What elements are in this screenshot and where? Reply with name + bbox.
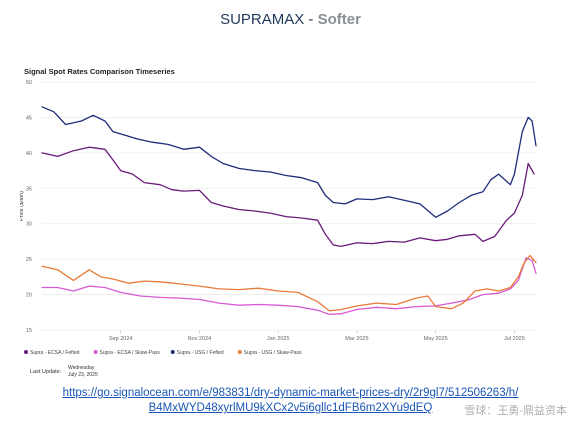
line-chart: Signal Spot Rates Comparison Timeseries 1…: [20, 67, 538, 378]
source-link[interactable]: https://go.signalocean.com/e/983831/dry-…: [20, 386, 561, 416]
watermark: 雪球：王勇-鼎益资本: [464, 405, 567, 417]
last-update-label: Last Update:: [30, 369, 62, 375]
x-tick-label: Sep 2024: [109, 336, 133, 342]
x-tick-label: May 2025: [424, 336, 448, 342]
x-tick-label: Jan 2025: [267, 336, 290, 342]
legend-label-2: Supra - ECSA / Skaw-Pass: [100, 350, 161, 356]
chart-title: Signal Spot Rates Comparison Timeseries: [24, 67, 175, 76]
y-tick-label: 30: [26, 222, 32, 228]
page-title: SUPRAMAX - Softer: [0, 11, 581, 28]
legend-label-3: Supra - USG / Fefted: [177, 350, 224, 356]
legend-marker-1: [24, 350, 28, 354]
series-line-3: [41, 106, 537, 218]
y-tick-label: 40: [26, 151, 32, 157]
legend-marker-2: [93, 350, 98, 354]
legend-marker-4: [237, 350, 242, 354]
series-line-4: [41, 254, 537, 312]
y-tick-label: 35: [26, 186, 32, 192]
x-tick-label: Mar 2025: [345, 336, 368, 342]
title-subtitle: Softer: [317, 11, 361, 28]
last-update-date: July 23, 2025: [68, 372, 98, 378]
y-tick-label: 15: [26, 328, 32, 334]
last-update-day: Wednesday: [68, 365, 95, 371]
y-axis-label: Price ($/ton): [20, 191, 25, 221]
legend-label-4: Supra - USG / Skaw-Pass: [244, 350, 302, 356]
x-tick-label: Jul 2025: [504, 336, 525, 342]
series-line-1: [41, 146, 535, 248]
title-separator: -: [308, 11, 314, 28]
legend-marker-3: [170, 350, 175, 354]
source-link-line1[interactable]: https://go.signalocean.com/e/983831/dry-…: [62, 387, 519, 399]
y-tick-label: 25: [26, 257, 32, 263]
y-tick-label: 50: [26, 80, 32, 86]
series-line-2: [41, 257, 537, 316]
x-tick-label: Nov 2024: [188, 336, 212, 342]
source-link-line2[interactable]: B4MxWYD48xyrlMU9kXCx2v5i6gllc1dFB6m2XYu9…: [148, 402, 433, 414]
y-tick-label: 45: [26, 115, 32, 121]
title-main: SUPRAMAX: [220, 11, 305, 28]
y-tick-label: 20: [26, 293, 32, 299]
legend-label-1: Supra - ECSA / Fefted: [30, 350, 80, 356]
